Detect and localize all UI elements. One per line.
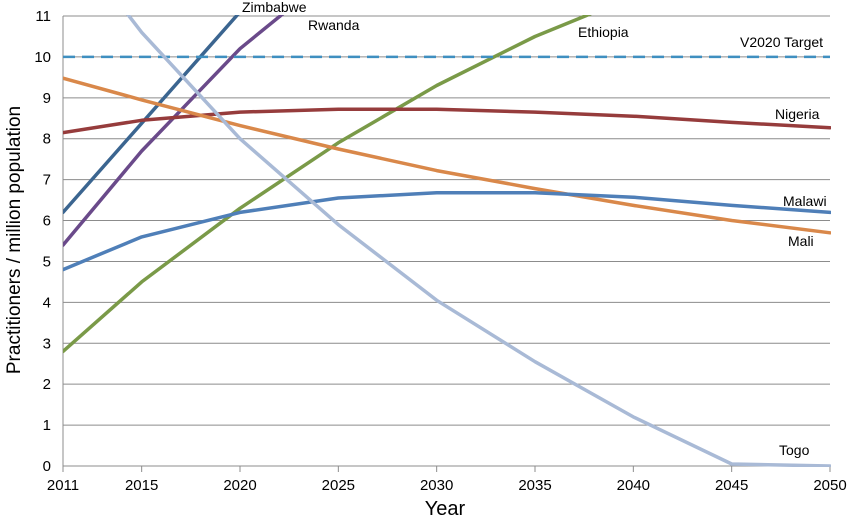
series-label-ethiopia: Ethiopia [578, 24, 629, 40]
series-label-nigeria: Nigeria [775, 106, 820, 122]
series-label-togo: Togo [779, 442, 810, 458]
y-tick-label: 1 [43, 417, 51, 434]
gridlines [62, 15, 830, 467]
y-tick-label: 11 [35, 8, 51, 25]
series-label-malawi: Malawi [783, 193, 827, 209]
x-tick-label: 2035 [518, 477, 551, 494]
series-line-mali [63, 76, 831, 235]
x-tick-label: 2025 [322, 477, 355, 494]
y-tick-labels: 0 1 2 3 4 5 6 7 8 9 10 11 [34, 8, 51, 475]
y-tick-label: 9 [43, 90, 51, 107]
y-tick-label: 7 [43, 172, 51, 189]
series-line-malawi [63, 190, 831, 272]
series-lines [63, 15, 831, 467]
x-tick-label: 2045 [715, 477, 748, 494]
series-line-zimbabwe [63, 15, 240, 215]
y-tick-label: 0 [43, 458, 51, 475]
y-axis-title: Practitioners / million population [4, 106, 25, 374]
x-axis-title: Year [425, 498, 466, 518]
series-line-rwanda [63, 15, 285, 247]
y-tick-label: 3 [43, 335, 51, 352]
series-line-togo [126, 15, 831, 467]
x-tick-labels: 2011 2015 2020 2025 2030 2035 2040 2045 2050 [47, 466, 847, 494]
series-label-rwanda: Rwanda [308, 17, 360, 33]
series-line-ethiopia [63, 15, 592, 354]
y-tick-label: 8 [43, 131, 51, 148]
series-label-v2020-target: V2020 Target [740, 34, 823, 50]
series-line-nigeria [63, 107, 831, 135]
x-tick-label: 2050 [813, 477, 846, 494]
y-tick-label: 4 [43, 294, 51, 311]
y-tick-label: 2 [43, 376, 51, 393]
x-tick-label: 2020 [223, 477, 256, 494]
y-tick-label: 10 [34, 49, 51, 66]
y-tick-label: 5 [43, 253, 51, 270]
series-label-zimbabwe: Zimbabwe [242, 0, 307, 15]
y-tick-label: 6 [43, 213, 51, 230]
x-tick-label: 2030 [420, 477, 453, 494]
x-tick-label: 2011 [47, 477, 79, 494]
x-tick-label: 2040 [617, 477, 650, 494]
series-label-mali: Mali [788, 233, 814, 249]
x-tick-label: 2015 [125, 477, 158, 494]
